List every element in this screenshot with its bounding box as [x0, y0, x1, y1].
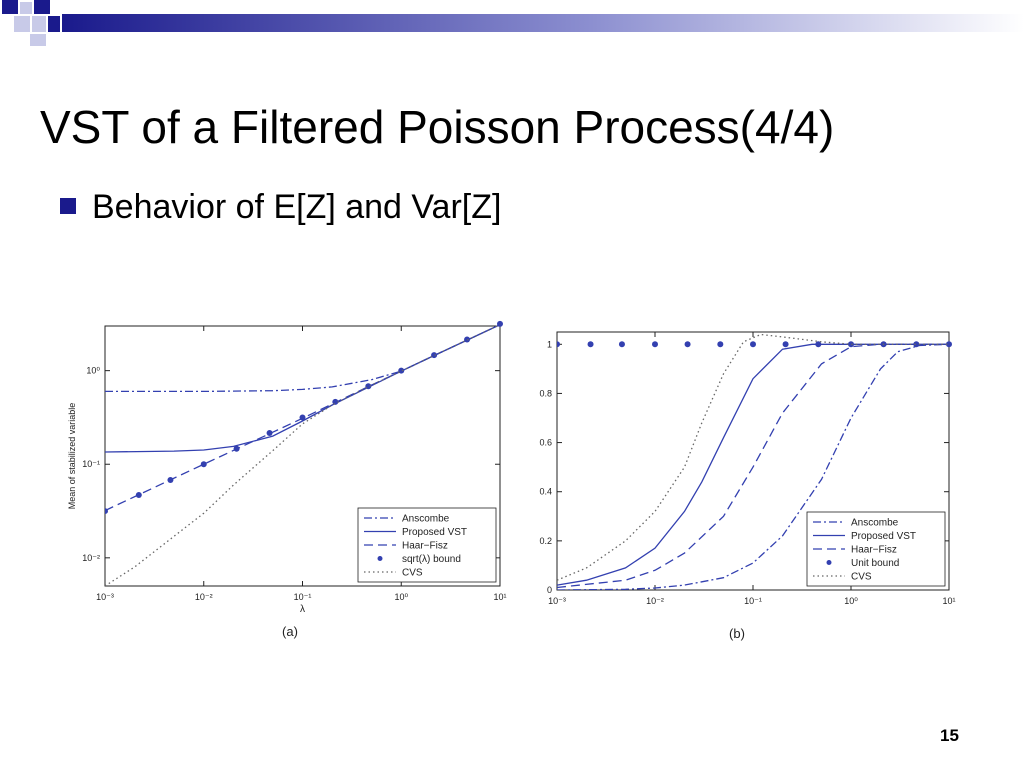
- chart-caption: (b): [729, 626, 745, 641]
- legend-label: CVS: [851, 572, 872, 583]
- series-unit-bound-point: [750, 341, 756, 348]
- x-tick-label: 10¹: [942, 596, 955, 606]
- x-tick-label: 10⁰: [394, 592, 408, 602]
- series-unit-bound-point: [913, 341, 920, 348]
- series-unit-bound-point: [946, 341, 952, 348]
- series-sqrt-bound-point: [233, 445, 240, 452]
- x-tick-label: 10⁻²: [195, 592, 213, 602]
- series-group: [105, 320, 503, 586]
- series-sqrt-bound-point: [200, 461, 207, 468]
- decor-square: [30, 34, 46, 46]
- series-anscombe-line: [557, 343, 950, 590]
- chart-caption: (a): [282, 624, 298, 639]
- series-unit-bound-point: [684, 341, 691, 348]
- legend-label: Haar−Fisz: [851, 545, 897, 556]
- series-unit-bound-point: [557, 341, 560, 348]
- decor-square: [20, 2, 32, 14]
- series-sqrt-bound-point: [167, 477, 174, 484]
- series-unit-bound-point: [587, 341, 594, 348]
- y-tick-label: 0.4: [539, 487, 552, 497]
- series-sqrt-bound-point: [105, 508, 108, 515]
- series-unit-bound-point: [717, 341, 724, 348]
- y-tick-label: 1: [547, 339, 552, 349]
- series-haar-fisz-line: [557, 343, 949, 589]
- y-tick-label: 0: [547, 585, 552, 595]
- plot-area: 10⁻³ 10⁻² 10⁻¹ 10⁰ 10¹ 10⁻² 10⁻¹ 10⁰: [82, 325, 507, 602]
- x-tick-label: 10⁰: [844, 596, 858, 606]
- slide-title: VST of a Filtered Poisson Process(4/4): [40, 101, 835, 153]
- series-unit-bound-point: [848, 341, 854, 348]
- series-cvs-line: [557, 333, 949, 581]
- series-cvs-line: [105, 324, 501, 586]
- legend-label: Anscombe: [402, 514, 450, 525]
- series-unit-bound-point: [782, 341, 789, 348]
- x-tick-label: 10¹: [493, 592, 506, 602]
- y-tick-label: 10⁻¹: [82, 459, 100, 469]
- series-unit-bound-point: [618, 341, 625, 348]
- legend-label: CVS: [402, 568, 423, 579]
- page-number: 15: [940, 726, 959, 745]
- decor-square: [48, 16, 60, 32]
- chart-b: 10⁻³ 10⁻² 10⁻¹ 10⁰ 10¹ 0 0.2 0.4 0.6 0.8 1 Anscombe…: [539, 331, 956, 641]
- series-sqrt-bound-point: [431, 352, 438, 359]
- legend-label: Unit bound: [851, 558, 899, 569]
- decor-square: [32, 16, 46, 32]
- series-group: [557, 333, 952, 590]
- legend-label: sqrt(λ) bound: [402, 554, 461, 565]
- decor-band: [62, 14, 1024, 32]
- bullet-text: Behavior of E[Z] and Var[Z]: [92, 188, 502, 226]
- legend-label: Anscombe: [851, 518, 899, 529]
- bullet-item: Behavior of E[Z] and Var[Z]: [60, 188, 501, 227]
- x-tick-label: 10⁻¹: [744, 596, 762, 606]
- x-tick-label: 10⁻³: [96, 592, 114, 602]
- series-sqrt-bound-point: [266, 430, 273, 437]
- series-sqrt-bound-point: [332, 398, 339, 405]
- legend-label: Proposed VST: [851, 531, 916, 542]
- slide-decoration: [2, 0, 1024, 46]
- series-unit-bound-point: [652, 341, 658, 348]
- chart-a: 10⁻³ 10⁻² 10⁻¹ 10⁰ 10¹ 10⁻² 10⁻¹ 10⁰ Anscombe Pro…: [67, 320, 507, 639]
- decor-square: [34, 0, 50, 14]
- legend-label: Haar−Fisz: [402, 541, 448, 552]
- legend-label: Proposed VST: [402, 527, 467, 538]
- square-bullet-icon: [60, 198, 76, 215]
- series-sqrt-bound-point: [135, 492, 142, 499]
- decor-square: [14, 16, 30, 32]
- series-unit-bound-point: [815, 341, 822, 348]
- x-tick-label: 10⁻³: [548, 596, 566, 606]
- y-axis-label: Mean of stabilized variable: [67, 403, 77, 510]
- y-tick-label: 0.2: [539, 536, 552, 546]
- legend-marker: [377, 556, 383, 561]
- y-tick-label: 10⁰: [86, 366, 100, 376]
- series-sqrt-bound-point: [398, 367, 405, 374]
- x-axis-label: λ: [300, 604, 305, 615]
- y-tick-label: 0.8: [539, 388, 552, 398]
- y-tick-label: 0.6: [539, 438, 552, 448]
- x-tick-label: 10⁻²: [646, 596, 664, 606]
- series-sqrt-bound-point: [299, 414, 306, 421]
- x-tick-label: 10⁻¹: [294, 592, 312, 602]
- y-tick-label: 10⁻²: [82, 553, 100, 563]
- legend: Anscombe Proposed VST Haar−Fisz sqrt(λ) bou…: [357, 507, 497, 583]
- decor-square: [2, 0, 18, 14]
- legend-marker: [826, 560, 832, 565]
- series-sqrt-bound-point: [497, 320, 503, 327]
- series-proposed-vst-line: [557, 343, 949, 586]
- legend: Anscombe Proposed VST Haar−Fisz Unit bound C…: [806, 511, 946, 587]
